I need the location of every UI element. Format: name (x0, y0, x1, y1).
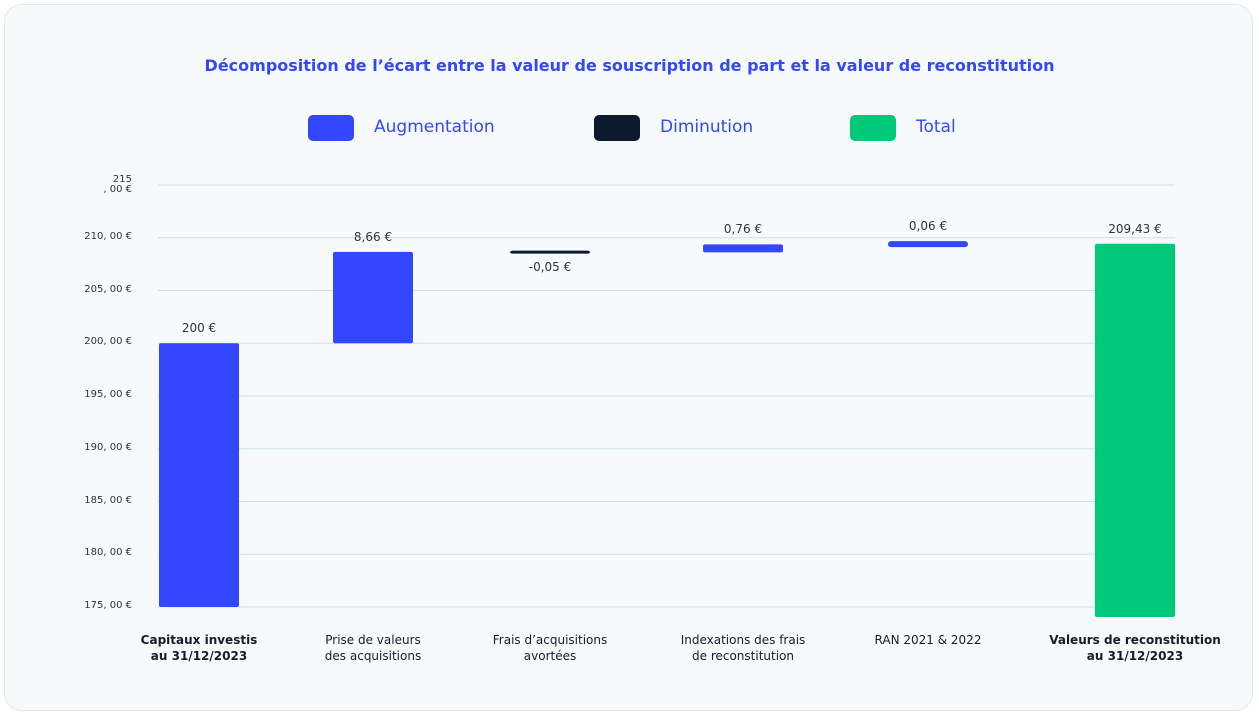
legend-label: Total (916, 117, 956, 137)
y-tick-label: 205, 00 € (84, 283, 132, 295)
y-tick-label: 210, 00 € (84, 230, 132, 242)
legend-label: Diminution (660, 117, 754, 137)
y-tick-label: 185, 00 € (84, 494, 132, 506)
x-tick-label: Indexations des frais de reconstitution (680, 633, 806, 663)
legend-label: Augmentation (374, 117, 495, 137)
increase-bar (703, 244, 783, 253)
y-tick-label: 180, 00 € (84, 547, 132, 559)
value-label: 8,66 € (353, 229, 393, 244)
increase-bar (888, 241, 968, 248)
y-tick-label: 190, 00 € (84, 441, 132, 453)
value-label: 209,43 € (1108, 221, 1162, 236)
x-tick-label: Valeurs de reconstitution au 31/12/2023 (1049, 633, 1221, 663)
x-tick-label: Capitaux investis au 31/12/2023 (140, 633, 258, 663)
x-tick-label: Prise de valeurs des acquisitions (324, 633, 422, 663)
increase-bar (333, 251, 413, 344)
value-label: 0,06 € (908, 219, 948, 234)
value-label: -0,05 € (528, 259, 572, 274)
chart-title: Décomposition de l’écart entre la valeur… (204, 56, 1055, 75)
y-tick-label: 200, 00 € (84, 336, 132, 348)
legend-swatch (594, 115, 640, 141)
y-tick-label: 195, 00 € (84, 389, 132, 400)
y-tick-label: 175, 00 € (84, 600, 132, 611)
bar (159, 343, 239, 607)
total-bar (1095, 243, 1175, 618)
value-label: 200 € (181, 321, 217, 336)
x-tick-label: RAN 2021 & 2022 (874, 633, 982, 647)
y-tick-label: 215 , 00 € (103, 174, 132, 195)
legend-swatch (850, 115, 896, 141)
legend-swatch (308, 115, 354, 141)
value-label: 0,76 € (723, 222, 763, 237)
decrease-bar (510, 250, 590, 254)
x-tick-label: Frais d’acquisitions avortées (492, 633, 608, 663)
